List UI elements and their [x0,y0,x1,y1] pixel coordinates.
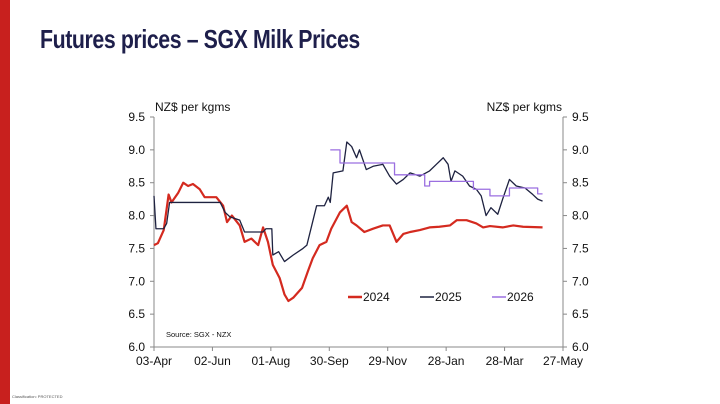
y-tick-label-left: 9.0 [128,143,145,157]
y-tick-label-left: 8.5 [128,176,145,190]
y-tick-label-left: 8.0 [128,209,145,223]
classification-label: Classification: PROTECTED [12,394,63,399]
y-tick-label-left: 7.5 [128,241,145,255]
y-tick-label-right: 8.0 [572,209,589,223]
x-tick-label: 01-Aug [252,354,291,368]
x-tick-label: 27-May [543,354,583,368]
y-tick-label-right: 9.0 [572,143,589,157]
legend: 2024 2025 2026 [348,290,534,304]
y-tick-label-right: 6.5 [572,307,589,321]
x-tick-label: 02-Jun [194,354,231,368]
y-tick-label-right: 6.0 [572,340,589,354]
y-tick-label-right: 7.0 [572,274,589,288]
x-tick-label: 03-Apr [136,354,172,368]
legend-label-2026: 2026 [507,290,534,304]
legend-label-2024: 2024 [363,290,390,304]
source-note: Source: SGX - NZX [166,330,231,339]
x-tick-label: 29-Nov [368,354,407,368]
page-title: Futures prices – SGX Milk Prices [40,24,360,54]
y-tick-label-right: 7.5 [572,241,589,255]
series-line-2025 [153,141,543,263]
y-tick-label-left: 6.0 [128,340,145,354]
y-tick-label-left: 9.5 [128,110,145,124]
accent-bar [0,0,10,404]
y-axis-label-right: NZ$ per kgms [487,100,562,114]
x-tick-label: 28-Mar [486,354,524,368]
x-tick-label: 30-Sep [310,354,349,368]
legend-label-2025: 2025 [435,290,462,304]
y-tick-label-left: 7.0 [128,274,145,288]
series-line-2026 [330,149,543,197]
series-line-2024 [153,181,543,303]
y-tick-label-right: 9.5 [572,110,589,124]
y-axis-label-left: NZ$ per kgms [155,100,230,114]
y-tick-label-right: 8.5 [572,176,589,190]
y-tick-label-left: 6.5 [128,307,145,321]
x-tick-label: 28-Jan [428,354,465,368]
